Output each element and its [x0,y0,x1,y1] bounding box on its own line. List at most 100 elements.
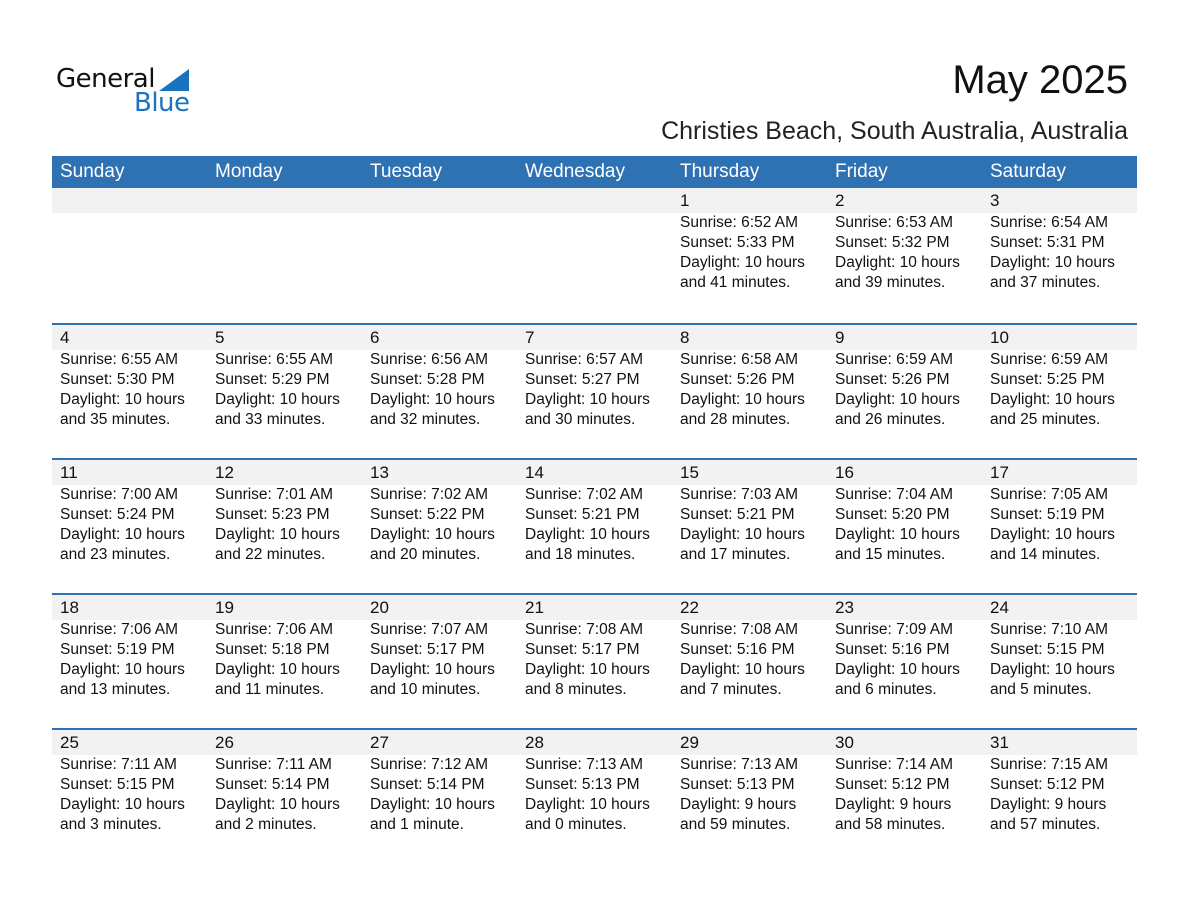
day-number-band [52,460,1137,485]
daylight-minutes-text: and 28 minutes. [680,411,791,428]
day-number-band [52,595,1137,620]
day-cell: 23 Sunrise: 7:09 AM Sunset: 5:16 PM Dayligh… [827,595,982,728]
calendar-weeks: 1 Sunrise: 6:52 AM Sunset: 5:33 PM Daylight… [52,188,1137,863]
daylight-minutes-text: and 33 minutes. [215,411,326,428]
sunrise-text: Sunrise: 6:55 AM [215,351,334,368]
day-cell: 17 Sunrise: 7:05 AM Sunset: 5:19 PM Dayligh… [982,460,1137,593]
daylight-text: Daylight: 9 hours [990,796,1107,813]
sunrise-text: Sunrise: 7:08 AM [680,621,799,638]
sunrise-text: Sunrise: 6:53 AM [835,214,954,231]
day-number: 24 [990,598,1009,617]
sunset-text: Sunset: 5:13 PM [525,776,640,793]
day-cell: 12 Sunrise: 7:01 AM Sunset: 5:23 PM Dayligh… [207,460,362,593]
daylight-minutes-text: and 22 minutes. [215,546,326,563]
daylight-minutes-text: and 59 minutes. [680,816,791,833]
daylight-text: Daylight: 10 hours [370,796,495,813]
day-cell: 18 Sunrise: 7:06 AM Sunset: 5:19 PM Dayligh… [52,595,207,728]
daylight-text: Daylight: 10 hours [215,526,340,543]
day-number: 30 [835,733,854,752]
sunrise-text: Sunrise: 7:00 AM [60,486,179,503]
sunset-text: Sunset: 5:28 PM [370,371,485,388]
day-cell: 4 Sunrise: 6:55 AM Sunset: 5:30 PM Daylight… [52,325,207,458]
daylight-text: Daylight: 10 hours [60,391,185,408]
daylight-minutes-text: and 17 minutes. [680,546,791,563]
day-number: 25 [60,733,79,752]
day-number: 22 [680,598,699,617]
daylight-text: Daylight: 10 hours [835,661,960,678]
day-number: 27 [370,733,389,752]
sunset-text: Sunset: 5:13 PM [680,776,795,793]
day-number: 8 [680,328,690,347]
day-cell: 9 Sunrise: 6:59 AM Sunset: 5:26 PM Daylight… [827,325,982,458]
day-number: 5 [215,328,225,347]
day-number: 6 [370,328,380,347]
sunrise-text: Sunrise: 7:07 AM [370,621,489,638]
daylight-minutes-text: and 6 minutes. [835,681,937,698]
sunset-text: Sunset: 5:15 PM [990,641,1105,658]
logo-text-blue: Blue [134,88,190,118]
daylight-text: Daylight: 10 hours [990,661,1115,678]
day-cell: 22 Sunrise: 7:08 AM Sunset: 5:16 PM Dayligh… [672,595,827,728]
sunset-text: Sunset: 5:26 PM [680,371,795,388]
sunrise-text: Sunrise: 6:59 AM [835,351,954,368]
daylight-text: Daylight: 10 hours [525,526,650,543]
day-number: 14 [525,463,544,482]
daylight-text: Daylight: 10 hours [680,661,805,678]
day-number: 16 [835,463,854,482]
daylight-minutes-text: and 2 minutes. [215,816,317,833]
daylight-minutes-text: and 18 minutes. [525,546,636,563]
daylight-text: Daylight: 10 hours [215,391,340,408]
sunrise-text: Sunrise: 6:52 AM [680,214,799,231]
week-row: 18 Sunrise: 7:06 AM Sunset: 5:19 PM Dayligh… [52,593,1137,728]
daylight-text: Daylight: 10 hours [525,661,650,678]
daylight-text: Daylight: 9 hours [680,796,797,813]
day-cell: 13 Sunrise: 7:02 AM Sunset: 5:22 PM Dayligh… [362,460,517,593]
week-row: 11 Sunrise: 7:00 AM Sunset: 5:24 PM Dayligh… [52,458,1137,593]
daylight-minutes-text: and 20 minutes. [370,546,481,563]
daylight-text: Daylight: 10 hours [680,391,805,408]
day-cell: 15 Sunrise: 7:03 AM Sunset: 5:21 PM Dayligh… [672,460,827,593]
daylight-minutes-text: and 32 minutes. [370,411,481,428]
daylight-minutes-text: and 0 minutes. [525,816,627,833]
location-subtitle: Christies Beach, South Australia, Austra… [661,117,1128,145]
sunset-text: Sunset: 5:19 PM [990,506,1105,523]
sunrise-text: Sunrise: 6:58 AM [680,351,799,368]
sunset-text: Sunset: 5:12 PM [990,776,1105,793]
day-number: 3 [990,191,1000,210]
day-cell: 31 Sunrise: 7:15 AM Sunset: 5:12 PM Dayligh… [982,730,1137,863]
daylight-minutes-text: and 11 minutes. [215,681,325,698]
daylight-text: Daylight: 10 hours [60,661,185,678]
day-cell: 30 Sunrise: 7:14 AM Sunset: 5:12 PM Dayligh… [827,730,982,863]
sunrise-text: Sunrise: 7:14 AM [835,756,954,773]
day-number: 19 [215,598,234,617]
weekday-saturday: Saturday [990,161,1067,182]
day-number: 9 [835,328,845,347]
day-cell: 25 Sunrise: 7:11 AM Sunset: 5:15 PM Dayligh… [52,730,207,863]
sunrise-text: Sunrise: 7:09 AM [835,621,954,638]
sunset-text: Sunset: 5:30 PM [60,371,175,388]
day-cell: 14 Sunrise: 7:02 AM Sunset: 5:21 PM Dayligh… [517,460,672,593]
sunset-text: Sunset: 5:15 PM [60,776,175,793]
day-number: 7 [525,328,535,347]
week-row: 25 Sunrise: 7:11 AM Sunset: 5:15 PM Dayligh… [52,728,1137,863]
weekday-tuesday: Tuesday [370,161,443,182]
sunrise-text: Sunrise: 7:10 AM [990,621,1109,638]
sunset-text: Sunset: 5:32 PM [835,234,950,251]
daylight-text: Daylight: 10 hours [215,796,340,813]
daylight-text: Daylight: 10 hours [990,526,1115,543]
day-number: 17 [990,463,1009,482]
weekday-monday: Monday [215,161,283,182]
daylight-minutes-text: and 26 minutes. [835,411,946,428]
day-number: 1 [680,191,690,210]
daylight-minutes-text: and 58 minutes. [835,816,946,833]
daylight-text: Daylight: 10 hours [370,526,495,543]
daylight-text: Daylight: 10 hours [990,254,1115,271]
sunset-text: Sunset: 5:29 PM [215,371,330,388]
day-number-band [52,325,1137,350]
sunset-text: Sunset: 5:19 PM [60,641,175,658]
sunrise-text: Sunrise: 7:01 AM [215,486,334,503]
daylight-minutes-text: and 23 minutes. [60,546,171,563]
sunrise-text: Sunrise: 7:11 AM [215,756,332,773]
daylight-minutes-text: and 5 minutes. [990,681,1092,698]
sunset-text: Sunset: 5:17 PM [525,641,640,658]
